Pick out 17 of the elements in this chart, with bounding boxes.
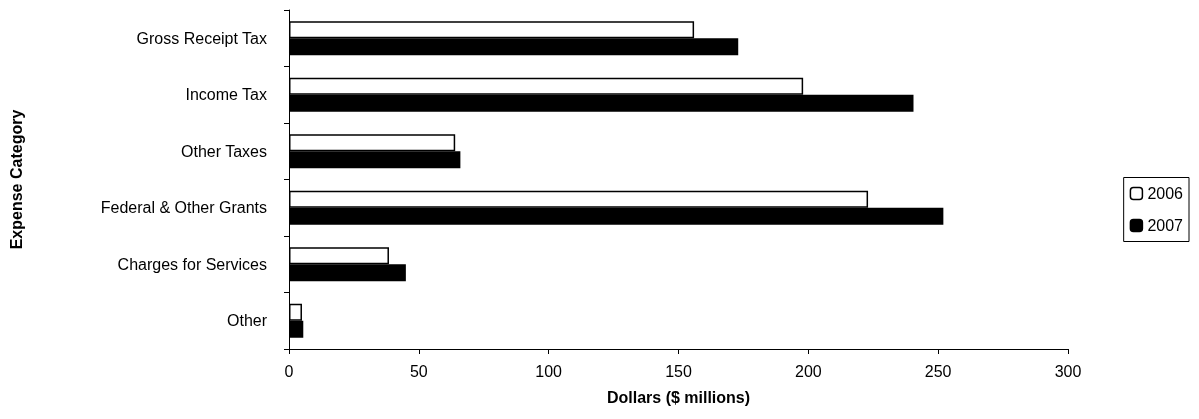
x-tick-label: 150: [665, 362, 692, 380]
x-tick-label: 0: [284, 362, 294, 380]
x-tick-label: 100: [535, 362, 563, 380]
y-tick-label: Income Tax: [185, 86, 267, 104]
y-tick-label: Gross Receipt Tax: [136, 29, 267, 47]
y-tick-label: Other Taxes: [181, 142, 267, 160]
y-tick-label: Federal & Other Grants: [100, 199, 267, 217]
y-tick-label: Charges for Services: [117, 255, 267, 273]
x-tick-label: 200: [794, 362, 822, 380]
legend-label: 2007: [1147, 217, 1184, 234]
x-axis-title: Dollars ($ millions): [606, 388, 751, 406]
y-tick-label: Other: [226, 312, 268, 330]
legend-label: 2006: [1147, 185, 1184, 202]
y-axis-title: Expense Category: [7, 109, 25, 250]
x-tick-label: 50: [409, 362, 428, 380]
x-tick-label: 250: [924, 362, 952, 380]
x-tick-label: 300: [1054, 362, 1082, 380]
